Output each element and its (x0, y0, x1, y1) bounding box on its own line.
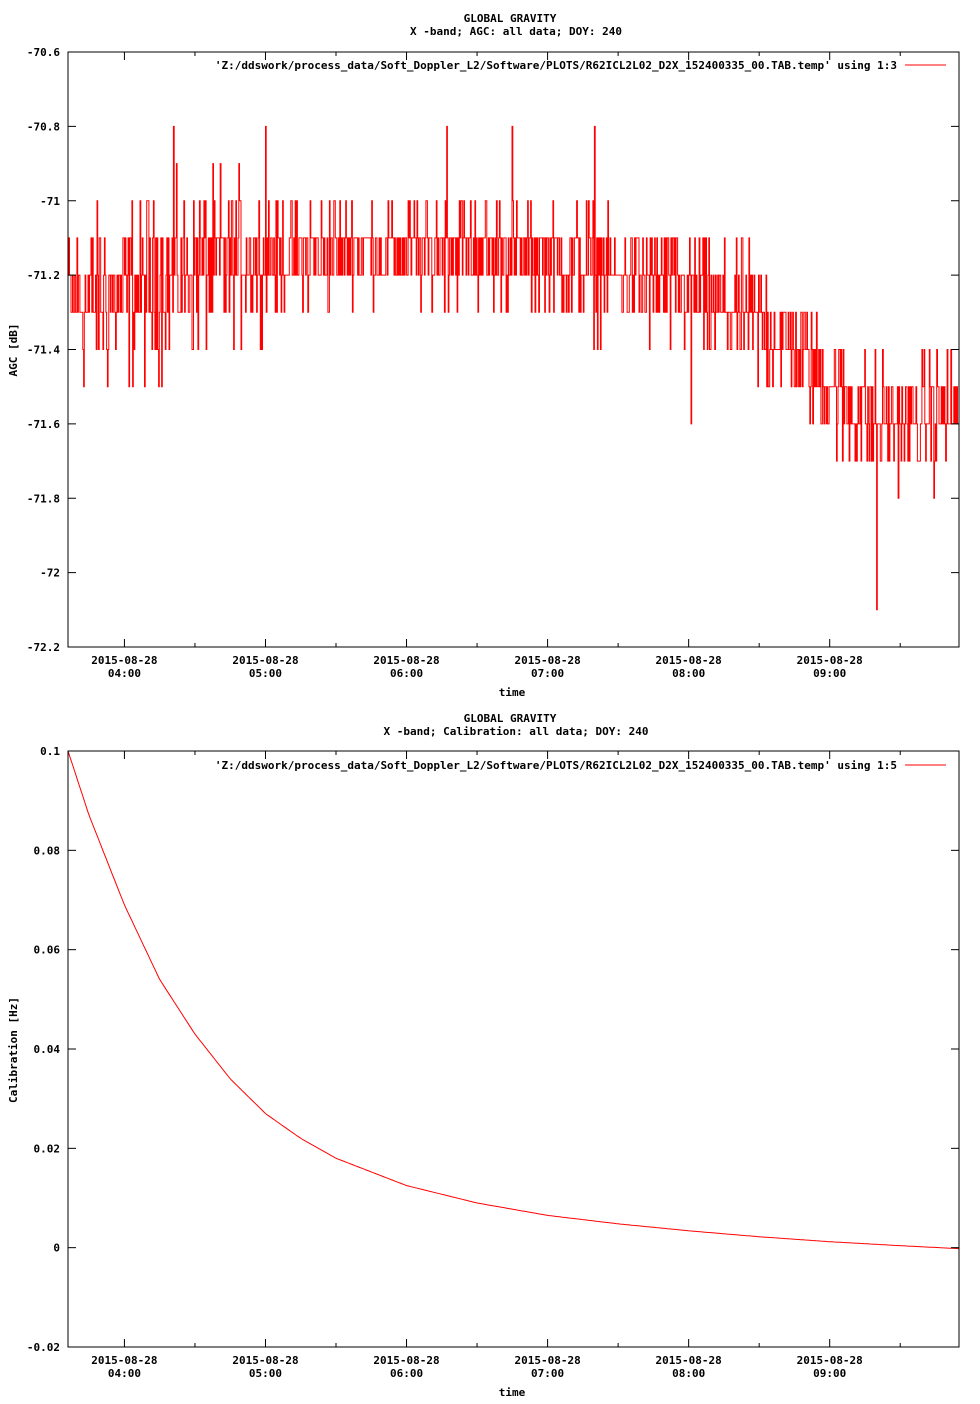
agc-chart-subtitle: X -band; AGC: all data; DOY: 240 (410, 25, 622, 38)
agc-x-tick-date-label: 2015-08-28 (91, 654, 157, 667)
agc-y-tick-label: -71.6 (27, 418, 60, 431)
calibration-marks (67, 750, 960, 1250)
calibration-legend: 'Z:/ddswork/process_data/Soft_Doppler_L2… (215, 759, 946, 772)
agc-y-tick-label: -71.4 (27, 344, 60, 357)
agc-x-tick-time-label: 06:00 (390, 667, 423, 680)
agc-panel: GLOBAL GRAVITY X -band; AGC: all data; D… (7, 12, 960, 699)
calibration-panel: GLOBAL GRAVITY X -band; Calibration: all… (7, 712, 960, 1399)
calibration-x-axis-label: time (499, 1386, 526, 1399)
agc-axes: -72.2 -72 -71.8 -71.6 -71.4 -71.2 -71 -70.8 -70.… (27, 46, 959, 680)
calibration-y-tick-label: 0.1 (40, 745, 60, 758)
agc-y-tick-label: -71.2 (27, 269, 60, 282)
calibration-x-tick-date-label: 2015-08-28 (656, 1354, 722, 1367)
calibration-x-tick-time-label: 08:00 (672, 1367, 705, 1380)
calibration-y-tick-label: -0.02 (27, 1341, 60, 1354)
agc-marks (68, 125, 960, 611)
calibration-axes: -0.0200.020.040.060.080.12015-08-2804:00… (27, 745, 959, 1380)
calibration-y-tick-label: 0.06 (34, 944, 61, 957)
agc-x-tick-time-label: 08:00 (672, 667, 705, 680)
agc-x-tick-time-label: 05:00 (249, 667, 282, 680)
calibration-series-line (67, 750, 960, 1250)
agc-legend: 'Z:/ddswork/process_data/Soft_Doppler_L2… (215, 59, 946, 72)
calibration-chart-title: GLOBAL GRAVITY (464, 712, 557, 725)
agc-x-tick-date-label: 2015-08-28 (656, 654, 722, 667)
calibration-y-tick-label: 0.04 (34, 1043, 61, 1056)
agc-y-tick-label: -72 (40, 567, 60, 580)
calibration-x-tick-time-label: 09:00 (813, 1367, 846, 1380)
agc-x-tick-time-label: 09:00 (813, 667, 846, 680)
agc-y-tick-label: -71 (40, 195, 60, 208)
agc-x-tick-date-label: 2015-08-28 (797, 654, 863, 667)
calibration-x-tick-date-label: 2015-08-28 (91, 1354, 157, 1367)
calibration-x-tick-date-label: 2015-08-28 (797, 1354, 863, 1367)
agc-x-tick-date-label: 2015-08-28 (232, 654, 298, 667)
agc-chart-title: GLOBAL GRAVITY (464, 12, 557, 25)
agc-y-tick-label: -70.6 (27, 46, 60, 59)
agc-y-axis-label: AGC [dB] (7, 324, 20, 377)
agc-legend-label: 'Z:/ddswork/process_data/Soft_Doppler_L2… (215, 59, 897, 72)
calibration-y-tick-label: 0.08 (34, 844, 61, 857)
calibration-x-tick-time-label: 04:00 (108, 1367, 141, 1380)
calibration-x-tick-time-label: 05:00 (249, 1367, 282, 1380)
calibration-x-tick-date-label: 2015-08-28 (373, 1354, 439, 1367)
calibration-legend-label: 'Z:/ddswork/process_data/Soft_Doppler_L2… (215, 759, 897, 772)
agc-plot-border (67, 51, 960, 648)
calibration-y-tick-label: 0 (53, 1242, 60, 1255)
agc-x-axis-label: time (499, 686, 526, 699)
calibration-y-axis-label: Calibration [Hz] (7, 997, 20, 1103)
calibration-x-tick-date-label: 2015-08-28 (514, 1354, 580, 1367)
agc-x-tick-time-label: 04:00 (108, 667, 141, 680)
calibration-y-tick-label: 0.02 (34, 1142, 61, 1155)
calibration-x-tick-date-label: 2015-08-28 (232, 1354, 298, 1367)
agc-x-tick-date-label: 2015-08-28 (373, 654, 439, 667)
calibration-plot-border (67, 750, 960, 1348)
agc-y-tick-label: -70.8 (27, 120, 60, 133)
calibration-x-tick-time-label: 06:00 (390, 1367, 423, 1380)
agc-y-tick-label: -71.8 (27, 492, 60, 505)
calibration-chart-subtitle: X -band; Calibration: all data; DOY: 240 (384, 725, 649, 738)
agc-x-tick-date-label: 2015-08-28 (514, 654, 580, 667)
agc-series-line (68, 125, 960, 611)
agc-x-tick-time-label: 07:00 (531, 667, 564, 680)
agc-y-tick-label: -72.2 (27, 641, 60, 654)
calibration-x-tick-time-label: 07:00 (531, 1367, 564, 1380)
